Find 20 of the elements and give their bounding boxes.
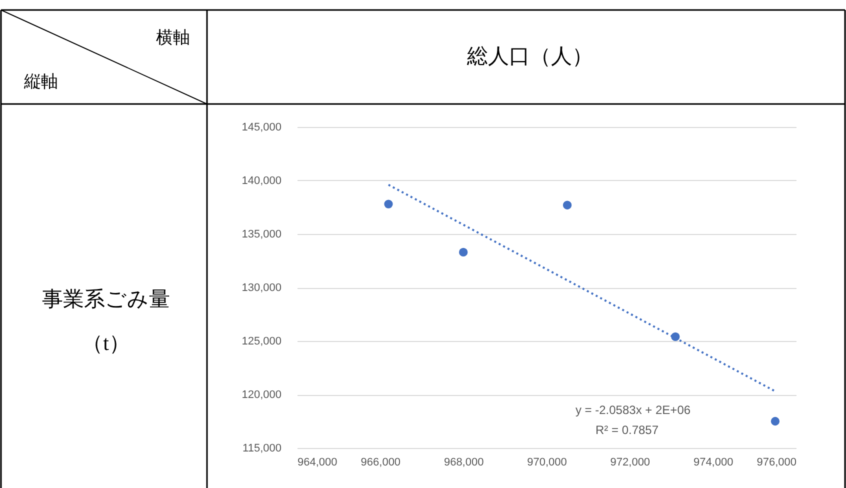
y-tick-label: 130,000: [242, 282, 282, 294]
x-tick-label: 974,000: [693, 456, 734, 468]
y-tick-label: 145,000: [242, 122, 282, 134]
x-tick-label: 968,000: [444, 456, 484, 468]
x-tick-label: 964,000: [298, 456, 338, 468]
y-tick-label: 140,000: [242, 175, 282, 187]
y-tick-label: 135,000: [242, 228, 282, 240]
y-tick-label: 115,000: [242, 442, 282, 454]
annotation: y = -2.0583x + 2E+06: [575, 403, 691, 417]
y-tick-label: 125,000: [242, 336, 282, 348]
text: 縦軸: [23, 72, 58, 91]
x-tick-label: 976,000: [756, 456, 796, 468]
x-tick-label: 972,000: [610, 456, 650, 468]
text: 横軸: [156, 28, 190, 47]
x-tick-label: 966,000: [360, 456, 401, 468]
y-tick-label: 120,000: [242, 389, 282, 401]
y-axis-title: 事業系ごみ量（t）: [42, 287, 170, 356]
x-tick-label: 970,000: [527, 456, 567, 468]
x-axis-title: 総人口（人）: [466, 44, 593, 68]
annotation: R² = 0.7857: [595, 423, 659, 437]
